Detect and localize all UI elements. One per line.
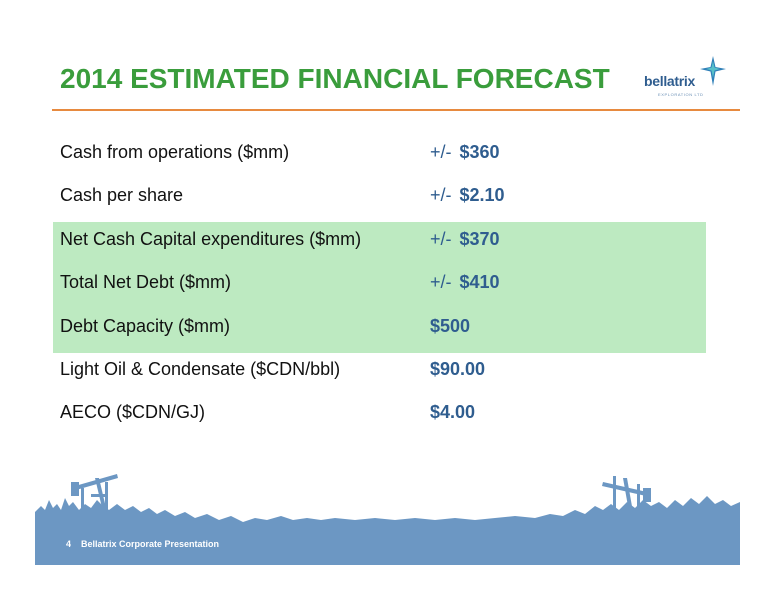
logo-wordmark: bellatrix <box>644 73 695 89</box>
row-value: $4.00 <box>430 400 475 424</box>
row-amount: $410 <box>459 272 500 292</box>
footer: 4 Bellatrix Corporate Presentation <box>66 539 219 549</box>
forecast-row: Light Oil & Condensate ($CDN/bbl) $90.00 <box>60 357 700 381</box>
row-value: +/- $360 <box>430 140 500 164</box>
forecast-row: Debt Capacity ($mm) $500 <box>60 314 700 338</box>
row-label: Cash per share <box>60 185 184 205</box>
row-value: $90.00 <box>430 357 485 381</box>
row-prefix: +/- <box>430 185 452 205</box>
logo-subtitle: EXPLORATION LTD <box>658 92 704 97</box>
page-number: 4 <box>66 539 72 549</box>
row-amount: $370 <box>459 229 500 249</box>
row-amount: $2.10 <box>459 185 505 205</box>
row-value: $500 <box>430 314 470 338</box>
row-label: Debt Capacity ($mm) <box>60 316 231 336</box>
star-icon <box>700 56 726 86</box>
forecast-row: Cash per share +/- $2.10 <box>60 183 700 207</box>
row-value: +/- $410 <box>430 270 500 294</box>
row-label: Light Oil & Condensate ($CDN/bbl) <box>60 359 341 379</box>
footer-label: Bellatrix Corporate Presentation <box>81 539 220 549</box>
row-amount: $500 <box>430 316 471 336</box>
row-label: Total Net Debt ($mm) <box>60 272 232 292</box>
row-prefix: +/- <box>430 272 452 292</box>
row-value: +/- $2.10 <box>430 183 505 207</box>
row-amount: $4.00 <box>430 402 476 422</box>
row-prefix: +/- <box>430 142 452 162</box>
row-prefix: +/- <box>430 229 452 249</box>
row-amount: $360 <box>459 142 500 162</box>
row-amount: $90.00 <box>430 359 486 379</box>
forecast-row: AECO ($CDN/GJ) $4.00 <box>60 400 700 424</box>
row-label: Cash from operations ($mm) <box>60 142 290 162</box>
slide-title: 2014 ESTIMATED FINANCIAL FORECAST <box>60 63 610 94</box>
forecast-row: Net Cash Capital expenditures ($mm) +/- $… <box>60 227 700 251</box>
forecast-row: Total Net Debt ($mm) +/- $410 <box>60 270 700 294</box>
title-divider <box>52 109 740 111</box>
row-label: Net Cash Capital expenditures ($mm) <box>60 229 362 249</box>
row-label: AECO ($CDN/GJ) <box>60 402 206 422</box>
highlight-band <box>53 222 706 353</box>
company-logo: bellatrix EXPLORATION LTD <box>644 56 726 100</box>
forecast-row: Cash from operations ($mm) +/- $360 <box>60 140 700 164</box>
row-value: +/- $370 <box>430 227 500 251</box>
footer-bar <box>35 532 740 565</box>
